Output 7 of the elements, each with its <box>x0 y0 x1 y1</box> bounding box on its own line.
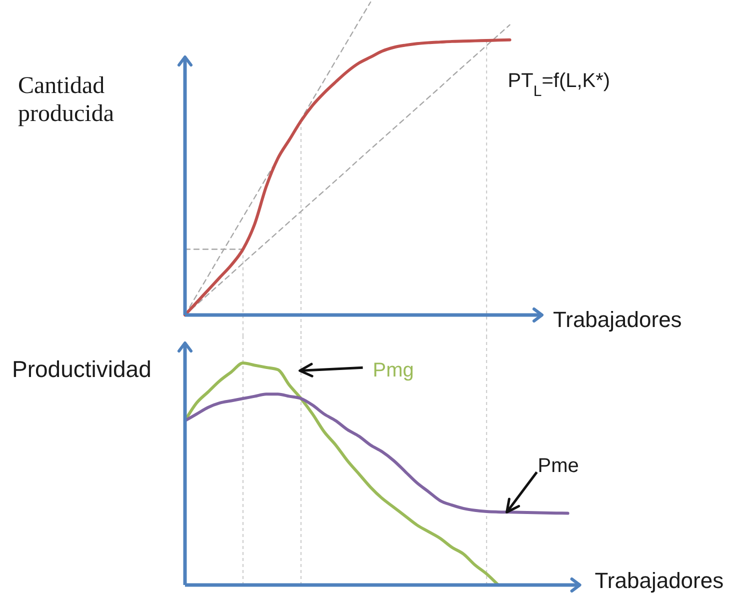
series-label: PT$_{L}$=f(L,K*) <box>508 70 610 100</box>
y-axis-title: Productividad <box>12 356 152 382</box>
x-axis-title: Trabajadores <box>594 568 724 593</box>
y-axis-title: Cantidad producida <box>18 73 114 127</box>
text: Pmg <box>372 360 414 382</box>
x-axis-title: Trabajadores <box>553 307 682 332</box>
series-label: Pme <box>538 455 579 478</box>
